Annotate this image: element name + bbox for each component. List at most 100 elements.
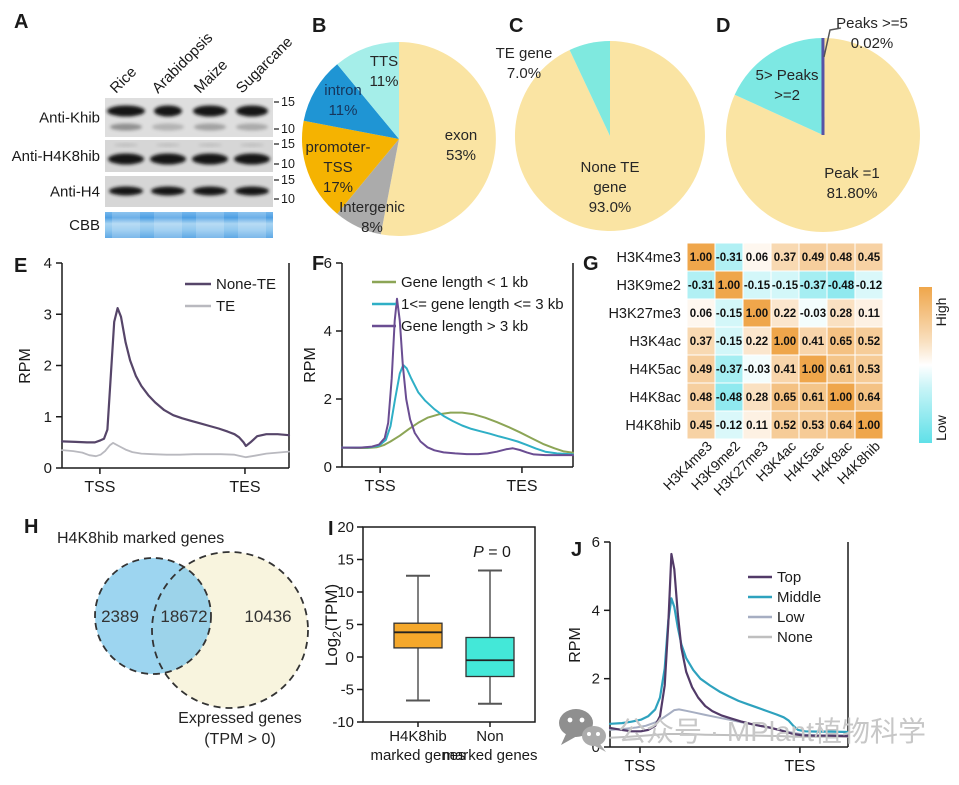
colorbar xyxy=(919,287,932,443)
heatmap-row-label-h4k8ac: H4K8ac xyxy=(629,390,681,406)
y-tick-label: 4 xyxy=(592,602,600,619)
heatmap-cell xyxy=(714,326,744,356)
lane-label-maize: Maize xyxy=(191,57,231,97)
protein-band-faint xyxy=(198,143,222,147)
heatmap-cell-value: -0.31 xyxy=(688,280,715,292)
heatmap-cell-value: 0.28 xyxy=(830,308,853,320)
panel-e-metagene-plot: E 0 1 2 3 4 TSS TES RPM None-TE TE xyxy=(14,255,291,496)
heatmap-cell xyxy=(798,382,828,412)
heatmap-row-label-h3k4ac: H3K4ac xyxy=(629,334,681,350)
heatmap-cell-value: 0.48 xyxy=(690,392,713,404)
heatmap-cell xyxy=(714,410,744,440)
protein-band-faint xyxy=(152,123,184,131)
pie-slice-tts xyxy=(337,42,399,139)
series-1-gene-length-3-kb xyxy=(341,364,574,456)
y-tick-label: 0 xyxy=(346,649,354,666)
pie-slice-intron xyxy=(303,64,399,139)
heatmap-cell-value: 0.45 xyxy=(690,420,713,432)
cbb-lane-streak xyxy=(238,212,266,238)
heatmap-cell-value: 0.11 xyxy=(858,308,880,320)
y-tick-label: 1 xyxy=(44,409,52,426)
pie-label-promoter-tss: TSS xyxy=(323,159,352,176)
heatmap-cell xyxy=(742,298,772,328)
venn-right-count: 10436 xyxy=(244,607,291,626)
heatmap-cell-value: -0.48 xyxy=(716,392,743,404)
y-tick-label: 0 xyxy=(44,460,52,477)
heatmap-cell-value: -0.48 xyxy=(828,280,855,292)
heatmap-row-label-h3k9me2: H3K9me2 xyxy=(617,278,681,294)
heatmap-row-label-h3k4me3: H3K4me3 xyxy=(617,250,681,266)
pie-label-exon: exon xyxy=(445,127,478,144)
legend-label-te: TE xyxy=(216,298,235,315)
heatmap-cell xyxy=(854,298,884,328)
heatmap-row-label-h4k5ac: H4K5ac xyxy=(629,362,681,378)
series-none-te xyxy=(60,307,291,448)
heatmap-cell-value: 0.06 xyxy=(746,252,768,264)
heatmap-cell-value: 0.41 xyxy=(802,336,825,348)
legend-label-gene-length-1-kb: Gene length < 1 kb xyxy=(401,274,528,291)
protein-band xyxy=(193,105,227,117)
y-tick-label: 4 xyxy=(44,255,52,272)
heatmap-cell xyxy=(826,270,856,300)
heatmap-cell-value: 0.52 xyxy=(858,336,880,348)
pie-label-none-te-gene: gene xyxy=(593,179,626,196)
y-tick-label: 2 xyxy=(44,358,52,375)
panel-i-boxplot: I 20 15 10 5 0 -5 -10 Log2(TPM) H4K8hib marked gen… xyxy=(322,518,538,764)
series-middle xyxy=(608,597,850,734)
heatmap-cell-value: 0.64 xyxy=(830,420,853,432)
heatmap-cell-value: 0.61 xyxy=(830,364,853,376)
heatmap-cell-value: 0.37 xyxy=(690,336,712,348)
heatmap-cell-value: -0.15 xyxy=(772,280,799,292)
pie-label-intergenic: Intergenic xyxy=(339,199,405,216)
ylabel-sub: 2 xyxy=(330,631,344,638)
pie-label-peak-1: 81.80% xyxy=(827,185,878,202)
y-tick-label: 4 xyxy=(324,323,332,340)
protein-band-faint xyxy=(236,123,268,131)
y-tick-label: -10 xyxy=(332,714,354,731)
ylabel-main: Log xyxy=(322,638,341,666)
protein-band xyxy=(235,186,269,196)
heatmap-cell-value: 0.52 xyxy=(774,420,796,432)
pie-slice-5-peaks-2 xyxy=(734,38,823,135)
venn-caption: (TPM > 0) xyxy=(204,731,276,748)
pie-label-peak-1: Peak =1 xyxy=(824,165,879,182)
cbb-lane-streak xyxy=(196,212,224,238)
heatmap-cell-value: 1.00 xyxy=(774,336,796,348)
panel-label-a: A xyxy=(14,11,28,33)
blot-row-label-anti-h4: Anti-H4 xyxy=(50,184,100,201)
pie-label-intron: 11% xyxy=(329,102,358,119)
heatmap-cell xyxy=(770,410,800,440)
venn-outline-marked xyxy=(94,557,212,675)
pie-label-te-gene: 7.0% xyxy=(507,65,541,82)
heatmap-cell-value: 0.45 xyxy=(858,252,881,264)
heatmap-cell xyxy=(742,410,772,440)
pie-label-none-te-gene: None TE xyxy=(581,159,640,176)
marker-label: 15 xyxy=(281,173,295,187)
blot-strip-anti-khib xyxy=(105,98,273,137)
panel-label-e: E xyxy=(14,255,27,277)
lane-label-sugarcane: Sugarcane xyxy=(233,33,296,96)
heatmap-cell-value: 0.37 xyxy=(774,252,796,264)
cbb-stain-strip xyxy=(105,212,273,238)
heatmap-cell xyxy=(742,270,772,300)
y-tick-label: 6 xyxy=(324,255,332,272)
lane-label-rice: Rice xyxy=(107,64,140,97)
box-label: H4K8hib xyxy=(389,728,447,745)
heatmap-cell-value: 1.00 xyxy=(718,280,740,292)
y-tick-label: 3 xyxy=(44,306,52,323)
protein-band-faint xyxy=(240,143,264,147)
panel-label-b: B xyxy=(312,15,326,37)
heatmap-cell-value: 0.28 xyxy=(746,392,769,404)
heatmap-cell xyxy=(854,326,884,356)
legend-label-none: None xyxy=(777,629,813,646)
shape: = 0 xyxy=(484,544,511,561)
blot-row-label-anti-khib: Anti-Khib xyxy=(39,110,100,127)
x-tick-label-tss: TSS xyxy=(624,758,655,775)
panel-h-venn-diagram: H H4K8hib marked genes 2389 18672 10436 Expre… xyxy=(24,516,309,748)
protein-band xyxy=(192,153,228,165)
heatmap-cell-value: -0.15 xyxy=(716,336,743,348)
series-gene-length-1-kb xyxy=(341,411,574,454)
cbb-lane-streak xyxy=(112,212,140,238)
box-non-marked-genes xyxy=(465,636,515,678)
x-tick-label-tss: TSS xyxy=(365,478,396,495)
